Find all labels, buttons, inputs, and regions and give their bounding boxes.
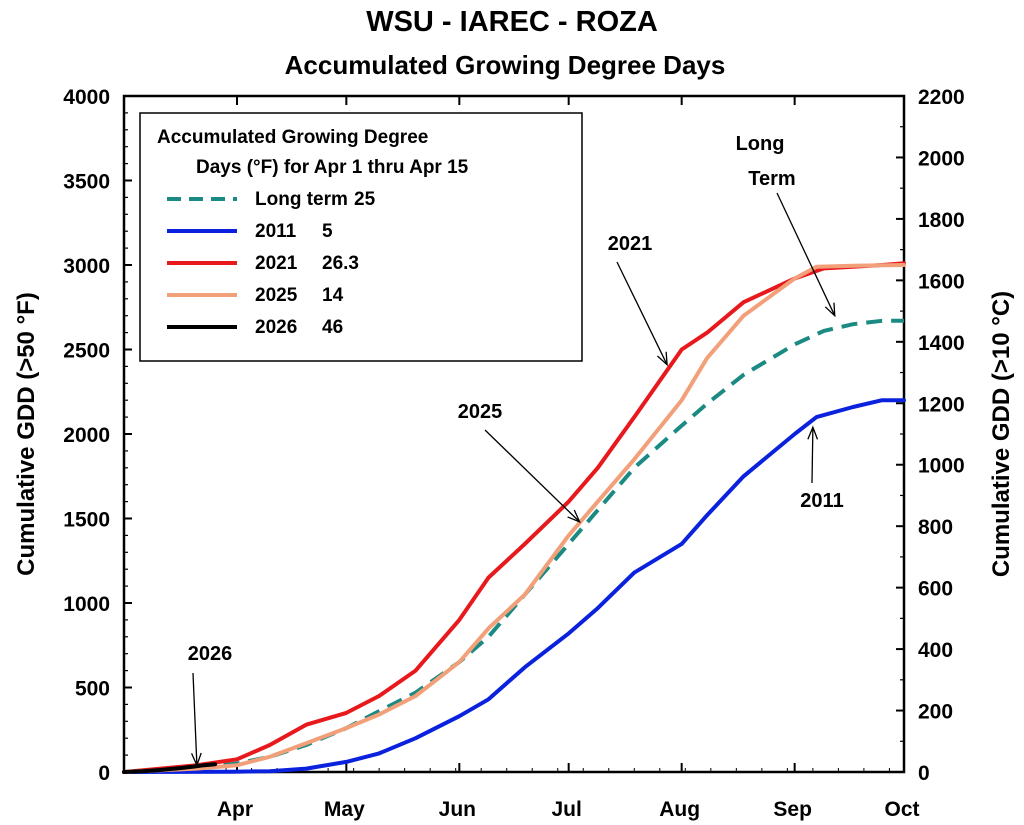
annotation-label-line2: Term <box>748 168 795 190</box>
series-line-2021 <box>122 261 906 774</box>
legend: Accumulated Growing Degree Days (°F) for… <box>139 112 583 362</box>
chart-title: WSU - IAREC - ROZA <box>366 6 658 38</box>
left-tick-label: 1500 <box>63 509 110 532</box>
annotation-arrow <box>811 427 814 484</box>
annotation-label: 2011 <box>800 490 843 512</box>
annotation-label: 2021 <box>608 233 653 255</box>
annotation-arrowhead <box>567 509 581 524</box>
left-tick-label: 0 <box>98 762 110 785</box>
annotation-arrowhead <box>190 752 202 767</box>
annotation-label: Long <box>736 133 785 155</box>
series-line-long-term <box>123 318 904 774</box>
series-line-2025 <box>122 263 906 774</box>
month-label: May <box>324 798 365 821</box>
left-tick-label: 2000 <box>63 424 110 447</box>
right-axis-title: Cumulative GDD (>10 °C) <box>988 291 1015 577</box>
legend-title-line2: Days (°F) for Apr 1 thru Apr 15 <box>196 157 469 178</box>
right-tick-label: 2000 <box>918 147 965 170</box>
annotation-arrow <box>484 429 581 523</box>
annotation-label: 2025 <box>458 401 503 423</box>
left-tick-label: 2500 <box>63 340 110 363</box>
chart-subtitle: Accumulated Growing Degree Days <box>285 50 726 80</box>
annotation-arrow <box>616 261 668 365</box>
annotation-arrow <box>192 672 198 766</box>
series-line-2011 <box>122 398 906 774</box>
right-tick-label: 800 <box>918 516 953 539</box>
right-tick-label: 1600 <box>918 270 965 293</box>
left-tick-label: 1000 <box>63 593 110 616</box>
right-tick-label: 600 <box>918 578 953 601</box>
annotation-arrowhead <box>824 302 836 318</box>
right-tick-label: 1000 <box>918 455 965 478</box>
month-label: Oct <box>884 798 919 821</box>
right-tick-label: 1400 <box>918 332 965 355</box>
series-layer <box>122 261 906 774</box>
left-tick-label: 3000 <box>63 255 110 278</box>
legend-value: 25 <box>354 189 376 210</box>
legend-value: 5 <box>322 221 333 242</box>
legend-entries: Long term 25 2011 5 2021 26.3 2025 14 2026 46 <box>167 189 376 338</box>
left-tick-label: 3500 <box>63 171 110 194</box>
right-tick-label: 200 <box>918 701 953 724</box>
x-axis: Apr May Jun Jul Aug Sep Oct <box>123 96 920 821</box>
right-tick-label: 1800 <box>918 209 965 232</box>
legend-year: 2026 <box>255 317 297 338</box>
annotation-arrowhead <box>807 425 819 440</box>
legend-value: 46 <box>322 317 343 338</box>
right-axis: 0 200 400 600 800 1000 1200 1400 1600 1800 2000 220… <box>896 86 965 785</box>
left-tick-label: 4000 <box>63 86 110 109</box>
month-label: Aug <box>659 798 700 821</box>
legend-value: 14 <box>322 285 344 306</box>
legend-year: Long term <box>255 189 348 210</box>
right-tick-label: 2200 <box>918 86 965 109</box>
left-tick-label: 500 <box>75 678 110 701</box>
annotation-arrowhead <box>657 351 668 367</box>
annotation-label: 2026 <box>188 643 233 665</box>
left-axis-title: Cumulative GDD (>50 °F) <box>13 292 40 576</box>
legend-year: 2011 <box>255 221 297 242</box>
annotation-arrow <box>776 192 836 316</box>
month-label: Jul <box>552 798 582 821</box>
right-tick-label: 1200 <box>918 393 965 416</box>
month-label: Sep <box>773 798 812 821</box>
right-tick-label: 0 <box>918 762 930 785</box>
left-axis: 0 500 1000 1500 2000 2500 3000 3500 4000 <box>63 86 132 785</box>
legend-title-line1: Accumulated Growing Degree <box>157 127 428 148</box>
annotations: 2026 2025 2021 Long Term 2011 <box>188 133 844 767</box>
series-line-2026 <box>122 762 218 774</box>
legend-value: 26.3 <box>322 253 359 274</box>
legend-box <box>139 112 583 362</box>
legend-year: 2021 <box>255 253 298 274</box>
legend-year: 2025 <box>255 285 298 306</box>
month-label: Jun <box>439 798 476 821</box>
month-label: Apr <box>217 798 253 821</box>
right-tick-label: 400 <box>918 639 953 662</box>
